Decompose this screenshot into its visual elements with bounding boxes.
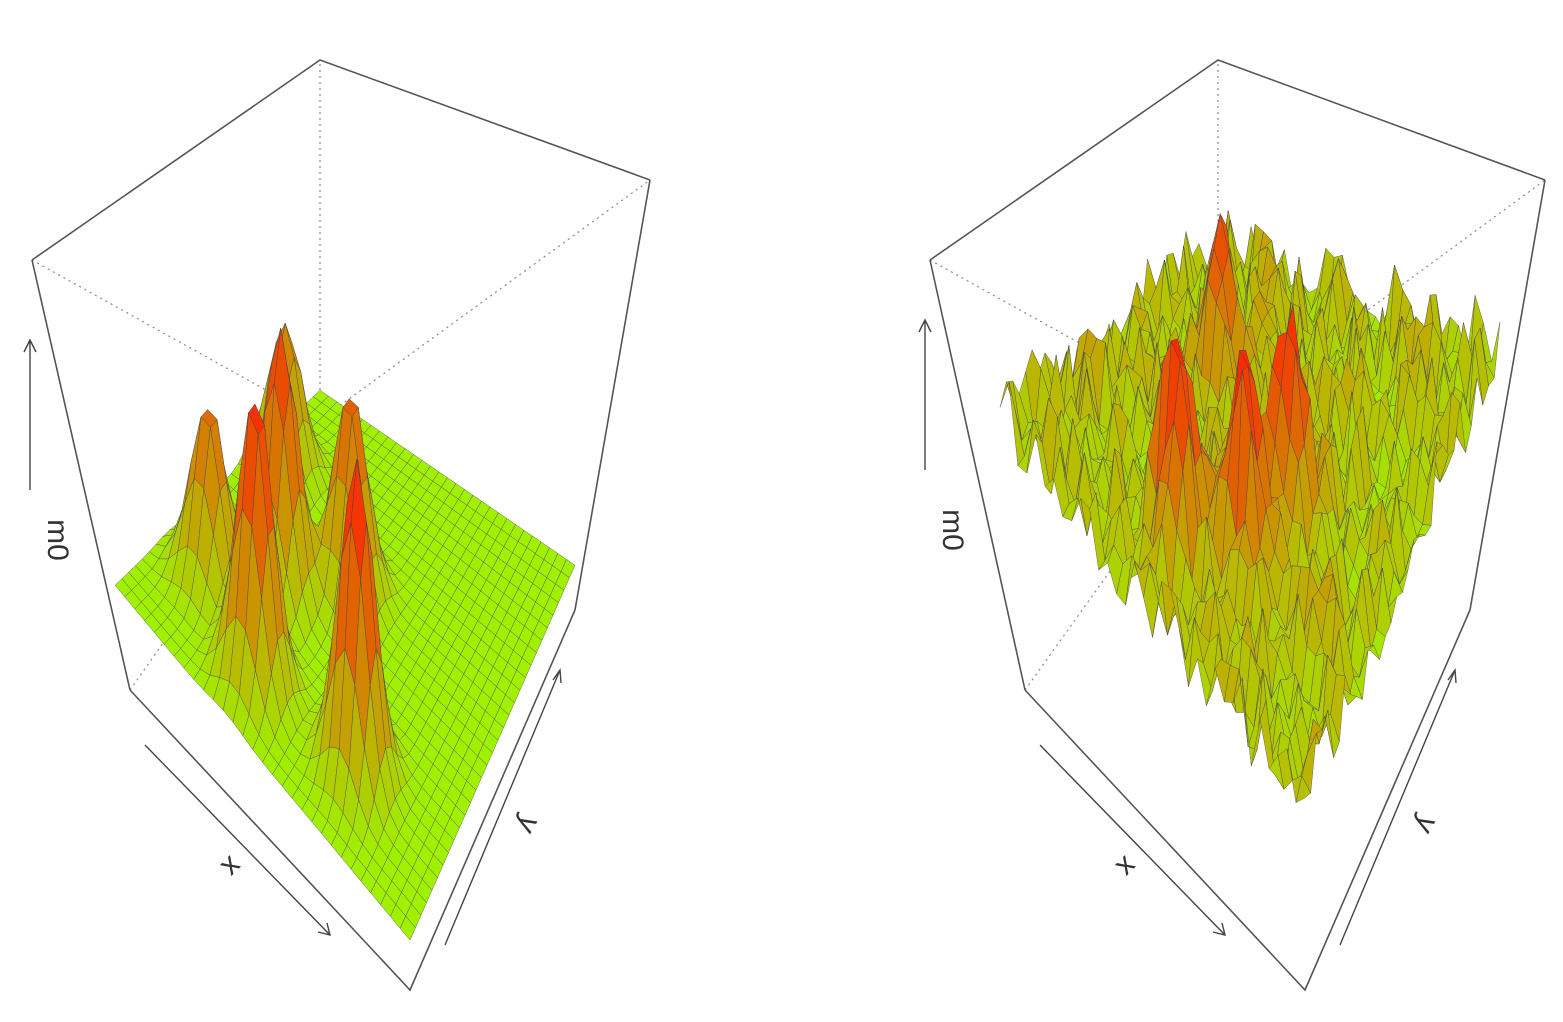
surface-left: [114, 322, 576, 941]
surface-right: [999, 210, 1501, 804]
y-axis-label-right: y: [1408, 810, 1444, 839]
z-axis-label-right: m0: [936, 509, 969, 551]
axis-arrows-right: [918, 318, 1457, 946]
surface-plot-right: m0 x y: [918, 59, 1546, 992]
surface-plot-left: m0 x y: [23, 59, 651, 992]
y-axis-label-left: y: [510, 810, 546, 839]
z-axis-label-left: m0: [41, 519, 74, 561]
x-axis-label-left: x: [215, 850, 249, 884]
surface-facet: [399, 915, 416, 941]
x-axis-label-right: x: [1110, 850, 1144, 884]
axis-arrows-left: [23, 338, 562, 946]
surface-facet: [1295, 775, 1312, 804]
bounding-box-left: [31, 59, 651, 992]
